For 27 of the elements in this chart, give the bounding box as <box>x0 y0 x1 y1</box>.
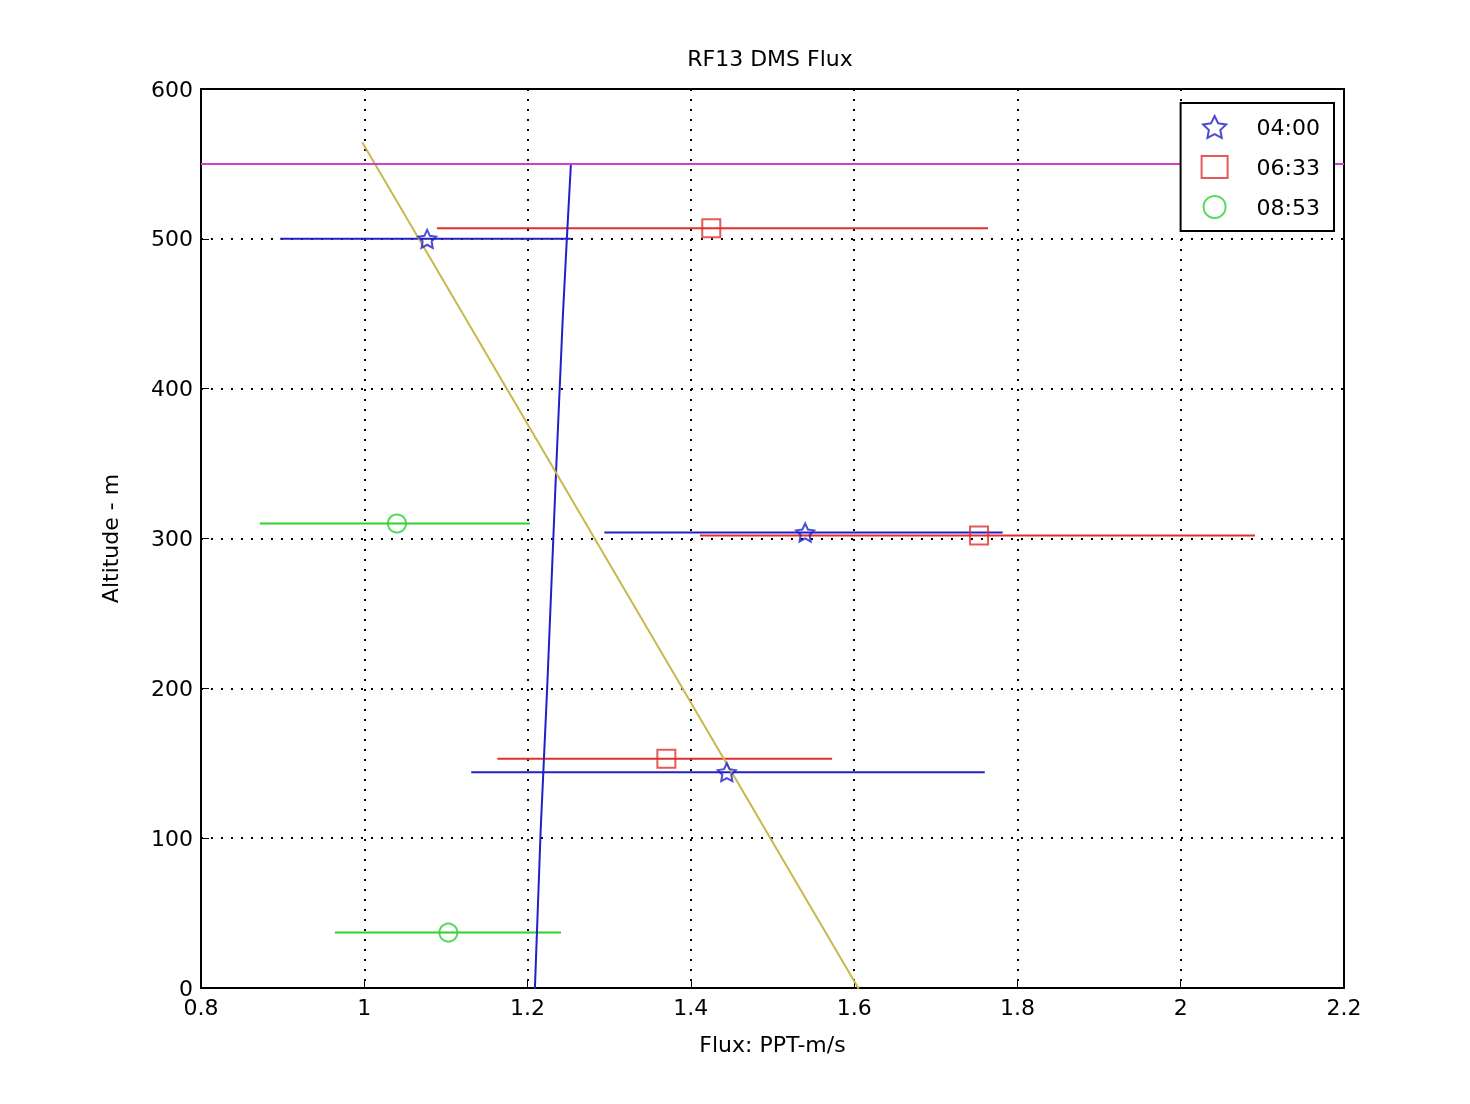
x-tick-label: 1.2 <box>510 994 546 1020</box>
y-axis-title: Altitude - m <box>97 473 123 604</box>
y-tick-label: 200 <box>151 675 193 701</box>
point <box>716 762 737 783</box>
x-tick-label: 2.2 <box>1326 994 1362 1020</box>
y-tick-label: 500 <box>151 226 193 252</box>
x-tick-label: 1.6 <box>836 994 872 1020</box>
x-tick-label: 1 <box>357 994 372 1020</box>
point <box>438 922 459 943</box>
point <box>656 748 677 769</box>
chart-title: RF13 DMS Flux <box>687 45 853 71</box>
point <box>795 522 816 543</box>
legend-label: 06:33 <box>1256 154 1321 180</box>
point <box>386 513 407 534</box>
y-tick-label: 300 <box>151 526 193 551</box>
y-tick-label: 400 <box>151 376 193 402</box>
x-tick-label: 1.8 <box>999 994 1035 1020</box>
point <box>701 218 722 239</box>
x-tick-label: 1.4 <box>673 994 709 1020</box>
legend-label: 08:53 <box>1256 194 1321 220</box>
x-tick-label: 2 <box>1173 994 1188 1020</box>
x-axis-title: Flux: PPT-m/s <box>699 1031 846 1057</box>
point <box>969 525 990 546</box>
y-tick-label: 100 <box>151 825 193 851</box>
y-tick-label: 600 <box>151 76 193 102</box>
legend-label: 04:00 <box>1256 114 1321 140</box>
point <box>417 228 438 249</box>
